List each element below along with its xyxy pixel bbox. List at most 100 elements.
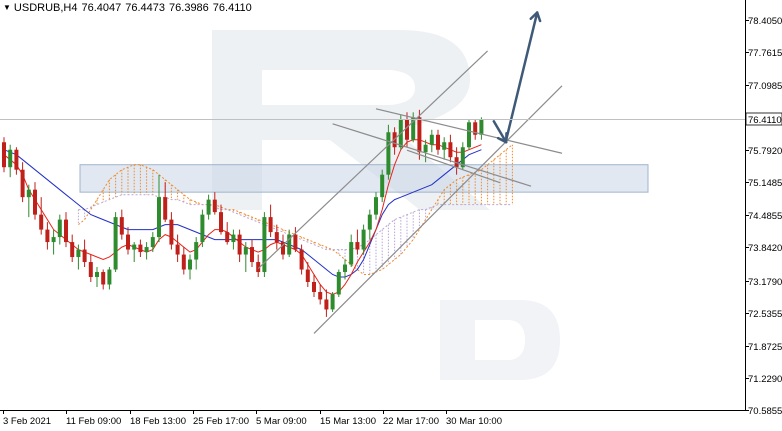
candle-body: [194, 242, 199, 260]
candle-body: [318, 291, 323, 300]
flag-mid-line: [332, 123, 532, 187]
candle-body: [175, 244, 180, 255]
candle-body: [157, 197, 161, 238]
candle-body: [312, 282, 316, 292]
symbol-header: ▼ USDRUB,H4 76.4047 76.4473 76.3986 76.4110: [3, 2, 256, 14]
price-axis[interactable]: 78.4050 77.7615 77.0985 76.4350 75.7920 …: [0, 0, 782, 417]
candle-body: [132, 244, 137, 250]
candle-body: [281, 242, 285, 255]
flag-bottom-line: [406, 149, 501, 184]
time-tick-label: 18 Feb 13:00: [130, 416, 186, 427]
candle-body: [262, 217, 267, 273]
candle-body: [57, 219, 62, 238]
candle-body: [219, 212, 223, 233]
close-value: 76.4110: [212, 2, 252, 14]
candle-body: [405, 119, 409, 140]
candle-body: [51, 237, 56, 243]
candle-body: [101, 272, 106, 285]
symbol-timeframe: USDRUB,H4: [13, 2, 78, 14]
candle-body: [113, 217, 118, 270]
candle-body: [163, 197, 168, 220]
price-tick-label: 75.1485: [748, 178, 782, 189]
candle-body: [355, 242, 360, 250]
senkou-span-a: [78, 144, 513, 275]
price-tick-label: 73.1790: [748, 277, 782, 288]
current-price-box: [745, 112, 782, 126]
candle-body: [212, 199, 217, 213]
time-tick-label: 3 Feb 2021: [3, 416, 51, 427]
time-tick-label: 22 Mar 17:00: [383, 416, 439, 427]
candle-body: [64, 219, 68, 243]
candle-body: [349, 242, 354, 265]
time-tick-label: 11 Feb 09:00: [66, 416, 121, 427]
candle-body: [467, 122, 471, 148]
candle-body: [225, 232, 230, 243]
candle-body: [150, 237, 155, 248]
time-tick-label: 25 Feb 17:00: [193, 416, 249, 427]
candle-body: [293, 234, 298, 250]
candle-body: [442, 142, 447, 150]
price-tick-label: 71.2290: [748, 374, 782, 385]
candle-body: [287, 234, 292, 255]
candle-body: [479, 119, 484, 135]
candle-body: [33, 189, 37, 215]
time-tick-label: 15 Mar 13:00: [320, 416, 376, 427]
candle-body: [14, 149, 19, 170]
trend-channel: [257, 50, 563, 334]
candle-body: [436, 134, 440, 150]
price-tick-label: 70.5855: [748, 406, 782, 417]
flag-top-line: [375, 108, 563, 154]
candle-body: [2, 142, 6, 168]
candle-body: [250, 247, 254, 263]
low-value: 76.3986: [169, 2, 209, 14]
watermark-r-shape-lower: [440, 300, 560, 380]
candle-body: [8, 149, 13, 168]
high-value: 76.4473: [125, 2, 166, 14]
candle-body: [200, 214, 205, 243]
candle-body: [473, 122, 478, 135]
price-tick-label: 78.4050: [748, 16, 782, 27]
forecast-up-arrow-shaft: [504, 11, 539, 142]
candle-body: [417, 117, 422, 153]
candle-body: [380, 174, 385, 198]
candle-body: [256, 262, 261, 273]
forecast-arrows: [492, 11, 542, 144]
candle-body: [268, 217, 273, 233]
forecast-down-arrow-shaft: [492, 120, 508, 144]
forecast-up-arrow-head: [529, 11, 542, 23]
price-tick-label: 77.7615: [748, 48, 782, 59]
candle-body: [299, 249, 304, 270]
candle-body: [237, 234, 242, 255]
candle-body: [144, 247, 149, 253]
candle-body: [76, 249, 81, 258]
candle-body: [188, 259, 192, 270]
candle-body: [367, 214, 372, 230]
candle-body: [374, 197, 378, 215]
candles: [2, 109, 484, 317]
collapse-triangle-icon[interactable]: ▼: [3, 3, 11, 12]
candle-body: [231, 234, 236, 243]
candle-body: [361, 229, 366, 250]
price-tick-label: 74.4855: [748, 211, 782, 222]
price-tick-label: 75.7920: [748, 146, 782, 157]
channel-upper-line: [257, 50, 489, 269]
candle-body: [274, 232, 279, 243]
candle-body: [181, 254, 186, 270]
candle-body: [305, 269, 310, 283]
time-axis[interactable]: 3 Feb 2021 11 Feb 09:00 18 Feb 13:00 25 Feb…: [0, 410, 746, 427]
candle-body: [107, 269, 112, 285]
kijun-sen-line: [3, 149, 482, 278]
candle-body: [330, 294, 335, 310]
candle-body: [39, 214, 44, 230]
candle-body: [429, 134, 434, 145]
candle-body: [324, 299, 329, 310]
candle-body: [95, 272, 99, 278]
candle-body: [343, 264, 347, 273]
candle-body: [243, 247, 248, 255]
candle-body: [82, 249, 87, 263]
candle-body: [411, 117, 416, 140]
candle-body: [169, 219, 174, 245]
candle-body: [70, 242, 75, 258]
